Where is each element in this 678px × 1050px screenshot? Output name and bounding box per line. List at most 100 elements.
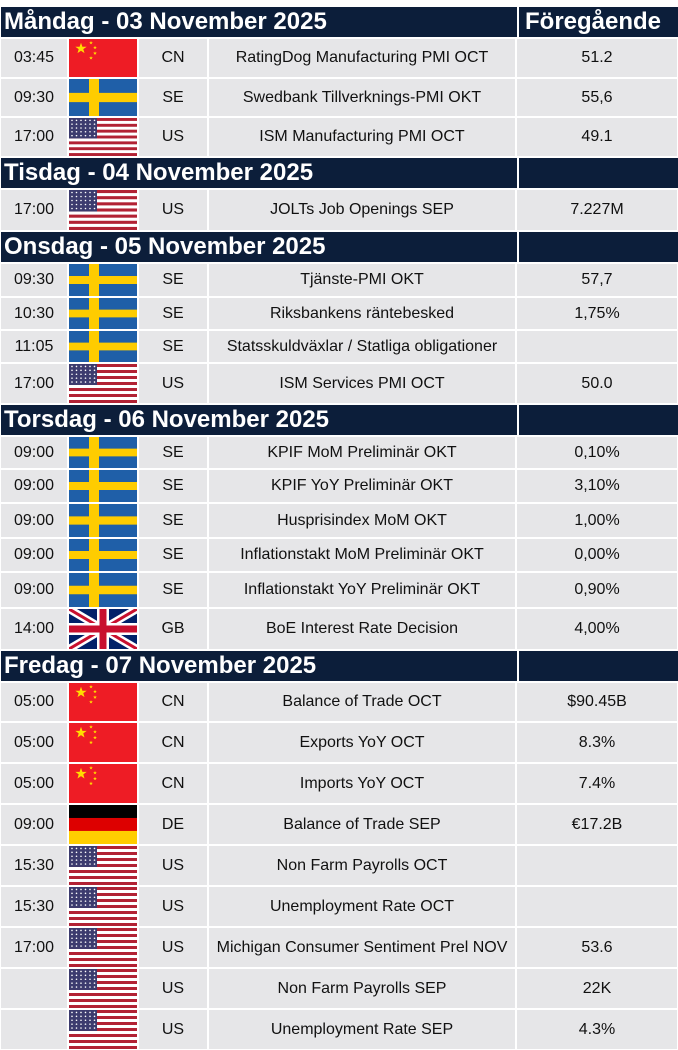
country: US <box>139 887 207 926</box>
flag <box>69 118 137 156</box>
flag-shape <box>89 369 91 372</box>
flag-shape <box>69 952 137 956</box>
flag-shape <box>84 937 87 940</box>
flag-shape <box>89 847 91 850</box>
flag-shape <box>89 900 91 902</box>
flag-icon <box>69 969 137 1008</box>
flag-shape <box>93 45 97 50</box>
flag-shape <box>71 847 73 850</box>
flag-shape <box>69 141 137 145</box>
country: DE <box>139 805 207 844</box>
flag-shape <box>75 888 78 891</box>
flag-shape <box>69 585 137 595</box>
flag-shape <box>80 1023 82 1025</box>
flag-shape <box>71 127 73 129</box>
flag-icon <box>69 79 137 116</box>
flag-shape <box>93 119 96 122</box>
flag-shape <box>80 937 82 940</box>
flag-shape <box>69 830 137 844</box>
flag-shape <box>89 131 91 133</box>
flag-shape <box>71 933 73 936</box>
flag-shape <box>80 904 82 906</box>
flag-shape <box>71 945 73 947</box>
flag <box>69 79 137 116</box>
flag-shape <box>93 974 96 977</box>
flag-shape <box>69 364 137 368</box>
flag-shape <box>69 974 137 978</box>
flag-shape <box>69 135 137 139</box>
previous: 53.6 <box>517 928 677 967</box>
flag-shape <box>69 190 97 212</box>
flag-shape <box>69 958 137 962</box>
flag-shape <box>75 986 78 988</box>
flag-shape <box>89 970 91 973</box>
time: 09:30 <box>1 79 67 116</box>
flag-shape <box>93 199 96 202</box>
flag-shape <box>75 373 78 376</box>
flag-shape <box>71 929 73 932</box>
day-header: Onsdag - 05 November 2025 <box>1 232 678 262</box>
flag-shape <box>93 729 97 734</box>
flag-icon <box>69 264 137 296</box>
flag-shape <box>69 1022 137 1026</box>
flag-shape <box>71 859 73 861</box>
country: SE <box>139 331 207 362</box>
flag-shape <box>84 365 87 368</box>
country: US <box>139 846 207 885</box>
time: 05:00 <box>1 723 67 762</box>
previous <box>517 887 677 926</box>
event-row: 09:00 SE Inflationstakt YoY Preliminär OKT… <box>1 573 677 607</box>
flag-shape <box>84 1027 87 1029</box>
flag-shape <box>80 896 82 899</box>
flag-shape <box>75 369 78 372</box>
flag-shape <box>80 970 82 973</box>
previous: 1,75% <box>517 298 677 329</box>
event: ISM Services PMI OCT <box>209 364 515 403</box>
time: 03:45 <box>1 39 67 77</box>
flag-shape <box>71 1027 73 1029</box>
flag-shape <box>75 896 78 899</box>
flag <box>69 764 137 803</box>
flag-shape <box>75 847 78 850</box>
time: 10:30 <box>1 298 67 329</box>
flag-shape <box>75 199 78 202</box>
flag-shape <box>71 377 73 379</box>
flag-shape <box>75 134 78 137</box>
time: 17:00 <box>1 190 67 230</box>
previous: 4,00% <box>517 609 677 649</box>
time: 17:00 <box>1 364 67 403</box>
flag-shape <box>71 123 73 125</box>
flag-shape <box>84 119 87 122</box>
flag-shape <box>89 203 91 206</box>
flag-shape <box>89 933 91 936</box>
column-header-cell <box>519 158 678 188</box>
flag-shape <box>93 896 96 899</box>
flag-shape <box>89 888 91 891</box>
flag-shape <box>93 123 96 125</box>
flag-shape <box>71 1011 73 1014</box>
event: RatingDog Manufacturing PMI OCT <box>209 39 515 77</box>
flag-shape <box>93 134 96 137</box>
flag-shape <box>69 963 137 967</box>
flag-shape <box>93 695 97 699</box>
time: 09:00 <box>1 470 67 502</box>
event-row: 09:00 SE Inflationstakt MoM Preliminär OKT… <box>1 539 677 571</box>
flag-shape <box>89 937 91 940</box>
flag <box>69 264 137 296</box>
day-title: Fredag - 07 November 2025 <box>1 651 517 681</box>
flag-shape <box>93 851 96 854</box>
previous: 0,00% <box>517 539 677 571</box>
flag-shape <box>69 609 137 649</box>
flag-shape <box>69 928 137 932</box>
flag-shape <box>69 309 137 318</box>
flag-shape <box>93 945 96 947</box>
flag-shape <box>93 770 97 775</box>
flag-shape <box>69 482 137 490</box>
country: US <box>139 928 207 967</box>
flag-shape <box>84 134 87 137</box>
flag-shape <box>75 1011 78 1014</box>
flag-shape <box>93 1023 96 1025</box>
flag-shape <box>80 1027 82 1029</box>
event-row: 11:05 SE Statsskuldväxlar / Statliga oblig… <box>1 331 677 362</box>
